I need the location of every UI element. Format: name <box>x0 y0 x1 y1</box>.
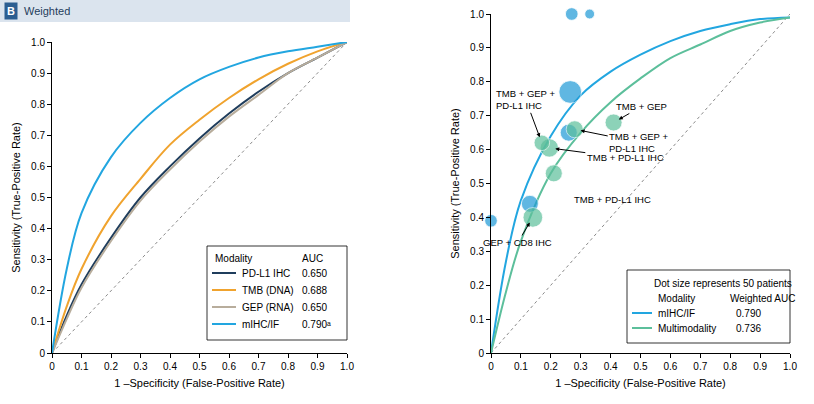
svg-text:0.736: 0.736 <box>736 323 761 334</box>
svg-text:0.5: 0.5 <box>634 361 648 372</box>
svg-text:0.790: 0.790 <box>736 308 761 319</box>
svg-text:TMB + GEP: TMB + GEP <box>616 101 667 112</box>
svg-text:0.650: 0.650 <box>302 268 327 279</box>
svg-text:Modality: Modality <box>658 293 695 304</box>
svg-text:Sensitivity (True-Positive Rat: Sensitivity (True-Positive Rate) <box>10 122 22 273</box>
svg-text:Sensitivity (True-Positive Rat: Sensitivity (True-Positive Rate) <box>449 108 461 259</box>
svg-text:TMB + PD-L1 IHC: TMB + PD-L1 IHC <box>574 194 651 205</box>
svg-text:0: 0 <box>39 348 45 359</box>
svg-text:0.6: 0.6 <box>663 361 677 372</box>
svg-text:0.8: 0.8 <box>281 361 295 372</box>
svg-text:GEP + CD8 IHC: GEP + CD8 IHC <box>483 237 552 248</box>
svg-text:TMB + GEP +PD-L1 IHC: TMB + GEP +PD-L1 IHC <box>496 88 555 111</box>
svg-text:0.4: 0.4 <box>31 223 45 234</box>
svg-text:0.5: 0.5 <box>193 361 207 372</box>
svg-text:0.6: 0.6 <box>31 161 45 172</box>
svg-text:0.8: 0.8 <box>31 99 45 110</box>
svg-text:0.3: 0.3 <box>574 361 588 372</box>
svg-text:1.0: 1.0 <box>783 361 797 372</box>
svg-text:0.2: 0.2 <box>544 361 558 372</box>
svg-text:0.688: 0.688 <box>302 285 327 296</box>
svg-text:0.6: 0.6 <box>222 361 236 372</box>
svg-text:0.790ᵃ: 0.790ᵃ <box>302 319 331 330</box>
svg-text:0: 0 <box>478 348 484 359</box>
svg-text:1.0: 1.0 <box>470 9 484 20</box>
svg-text:0.7: 0.7 <box>693 361 707 372</box>
svg-text:0.650: 0.650 <box>302 302 327 313</box>
svg-text:0.1: 0.1 <box>75 361 89 372</box>
svg-text:0.7: 0.7 <box>31 130 45 141</box>
svg-text:1.0: 1.0 <box>31 37 45 48</box>
svg-text:TMB + GEP +PD-L1 IHC: TMB + GEP +PD-L1 IHC <box>609 131 668 154</box>
svg-text:1 –Specificity (False-Positive: 1 –Specificity (False-Positive Rate) <box>555 377 726 389</box>
svg-text:0.9: 0.9 <box>753 361 767 372</box>
svg-text:0.7: 0.7 <box>252 361 266 372</box>
svg-text:0.5: 0.5 <box>470 178 484 189</box>
svg-text:Modality: Modality <box>215 253 252 264</box>
svg-text:0.2: 0.2 <box>31 285 45 296</box>
svg-text:1.0: 1.0 <box>340 361 354 372</box>
svg-text:0.3: 0.3 <box>31 254 45 265</box>
svg-text:0.9: 0.9 <box>311 361 325 372</box>
svg-text:Dot size represents 50 patient: Dot size represents 50 patients <box>654 278 792 289</box>
svg-text:0.6: 0.6 <box>470 144 484 155</box>
svg-text:B: B <box>7 5 15 17</box>
svg-text:0.4: 0.4 <box>604 361 618 372</box>
svg-text:mIHC/IF: mIHC/IF <box>242 319 279 330</box>
svg-text:Weighted: Weighted <box>24 5 70 17</box>
svg-text:PD-L1 IHC: PD-L1 IHC <box>242 268 290 279</box>
svg-text:0.1: 0.1 <box>470 314 484 325</box>
svg-text:0.1: 0.1 <box>31 316 45 327</box>
svg-text:0.3: 0.3 <box>470 246 484 257</box>
svg-text:mIHC/IF: mIHC/IF <box>658 308 695 319</box>
svg-text:0.2: 0.2 <box>470 280 484 291</box>
svg-text:0: 0 <box>49 361 55 372</box>
svg-text:0.8: 0.8 <box>723 361 737 372</box>
svg-text:Multimodality: Multimodality <box>658 323 716 334</box>
svg-text:Weighted AUC: Weighted AUC <box>730 293 795 304</box>
svg-text:0.2: 0.2 <box>104 361 118 372</box>
svg-text:0.8: 0.8 <box>470 76 484 87</box>
svg-text:0.3: 0.3 <box>134 361 148 372</box>
svg-text:0: 0 <box>488 361 494 372</box>
svg-text:1 –Specificity (False-Positive: 1 –Specificity (False-Positive Rate) <box>114 377 285 389</box>
svg-text:AUC: AUC <box>302 253 323 264</box>
svg-text:TMB + PD-L1 IHC: TMB + PD-L1 IHC <box>587 152 664 163</box>
svg-text:0.4: 0.4 <box>163 361 177 372</box>
svg-text:TMB (DNA): TMB (DNA) <box>242 285 294 296</box>
svg-text:0.1: 0.1 <box>514 361 528 372</box>
svg-text:GEP (RNA): GEP (RNA) <box>242 302 294 313</box>
svg-text:0.7: 0.7 <box>470 110 484 121</box>
svg-text:0.9: 0.9 <box>470 42 484 53</box>
svg-text:0.5: 0.5 <box>31 192 45 203</box>
svg-text:0.9: 0.9 <box>31 68 45 79</box>
svg-text:0.4: 0.4 <box>470 212 484 223</box>
